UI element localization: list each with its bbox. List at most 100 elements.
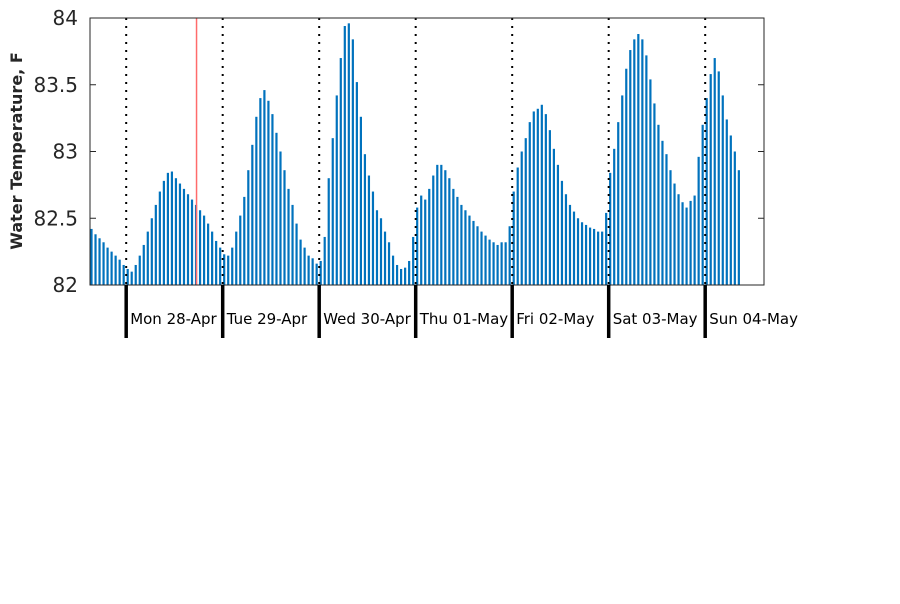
temperature-bar (416, 207, 419, 285)
temperature-bar (721, 95, 724, 286)
x-axis-ticks: Mon 28-Apr Tue 29-Apr Wed 30-Apr Thu 01-May… (124, 285, 798, 338)
temperature-bar (174, 178, 178, 285)
temperature-bar (90, 228, 93, 285)
temperature-bar (98, 238, 101, 285)
temperature-bar (556, 164, 560, 285)
temperature-bar (359, 116, 362, 285)
temperature-bar (126, 268, 129, 285)
temperature-bar (363, 154, 367, 285)
y-axis-ticks: 82 82.5 83 83.5 84 (33, 6, 764, 297)
temperature-bar (223, 254, 226, 285)
temperature-bar (588, 227, 592, 285)
temperature-bar (701, 124, 704, 285)
temperature-bar (717, 71, 720, 286)
temperature-bar (484, 235, 487, 285)
y-tick-label: 83.5 (33, 73, 78, 97)
temperature-bar (516, 167, 519, 285)
temperature-bar (576, 218, 580, 285)
temperature-bar (383, 231, 387, 285)
temperature-bar (295, 223, 298, 285)
temperature-bar (287, 188, 290, 285)
temperature-bar (162, 180, 165, 285)
temperature-bar (677, 194, 680, 285)
temperature-bar (331, 138, 334, 285)
temperature-bar (729, 135, 732, 285)
temperature-bar (263, 90, 266, 285)
temperature-bar (540, 104, 543, 285)
temperature-bar (343, 26, 346, 285)
temperature-bar (283, 170, 286, 285)
temperature-bar (146, 231, 149, 285)
temperature-bar (158, 191, 161, 285)
temperature-bar (653, 103, 656, 285)
temperature-bar (476, 226, 479, 285)
temperature-bar (178, 183, 182, 285)
temperature-bar (544, 114, 547, 286)
temperature-bar (625, 68, 628, 285)
temperature-bar (669, 170, 672, 285)
temperature-bar (665, 154, 668, 285)
temperature-bar (609, 172, 612, 285)
y-tick-label: 83 (53, 140, 78, 164)
temperature-bar (488, 239, 491, 285)
temperature-bar (315, 263, 318, 285)
temperature-bar (580, 222, 584, 285)
temperature-bar (379, 218, 383, 285)
temperature-bar (681, 202, 684, 285)
temperature-bar (291, 204, 294, 285)
temperature-bar (231, 247, 234, 285)
temperature-bar (198, 210, 202, 285)
temperature-bar (564, 194, 568, 285)
temperature-bar (371, 191, 375, 285)
x-tick-label: Thu 01-May (419, 310, 509, 328)
temperature-bar (420, 195, 423, 285)
temperature-bar (387, 242, 391, 285)
temperature-bar (572, 211, 576, 285)
temperature-bar (207, 223, 210, 285)
temperature-bar (215, 240, 218, 285)
temperature-bar (725, 119, 728, 286)
temperature-bar (456, 196, 459, 285)
temperature-bar (601, 231, 604, 285)
temperature-bar (548, 130, 551, 285)
temperature-bar (532, 111, 535, 285)
temperature-bar (247, 170, 250, 285)
temperature-bar (512, 191, 515, 285)
temperature-bar (689, 200, 692, 285)
temperature-bar (661, 140, 664, 285)
temperature-bar (106, 247, 109, 285)
temperature-bar (202, 215, 206, 285)
temperature-bar (460, 204, 463, 285)
temperature-bar (404, 267, 407, 285)
temperature-bar (347, 23, 350, 286)
temperature-bar (472, 220, 475, 285)
temperature-bar (645, 55, 648, 285)
temperature-bar (351, 39, 354, 285)
y-tick-label: 82 (53, 273, 78, 297)
temperature-bar (480, 231, 483, 285)
x-tick-label: Wed 30-Apr (323, 310, 411, 328)
temperature-bar (440, 164, 443, 285)
temperature-bar (170, 171, 174, 285)
temperature-bar (693, 195, 696, 285)
temperature-bar (444, 170, 447, 285)
temperature-bar (524, 138, 527, 285)
temperature-bar (239, 215, 242, 285)
temperature-bar (355, 82, 358, 285)
temperature-bar (154, 204, 157, 285)
temperature-bar (412, 236, 415, 285)
temperature-bar (395, 264, 399, 285)
temperature-bar (219, 247, 222, 285)
x-tick-label: Tue 29-Apr (226, 310, 308, 328)
temperature-bar (327, 178, 330, 285)
temperature-bar (118, 259, 121, 285)
temperature-bar (613, 148, 616, 285)
temperature-bar (713, 58, 716, 285)
temperature-bar (375, 210, 379, 285)
bars-layer (90, 23, 740, 286)
temperature-bar (182, 188, 186, 285)
y-tick-label: 82.5 (33, 206, 78, 230)
temperature-bar (335, 95, 338, 286)
